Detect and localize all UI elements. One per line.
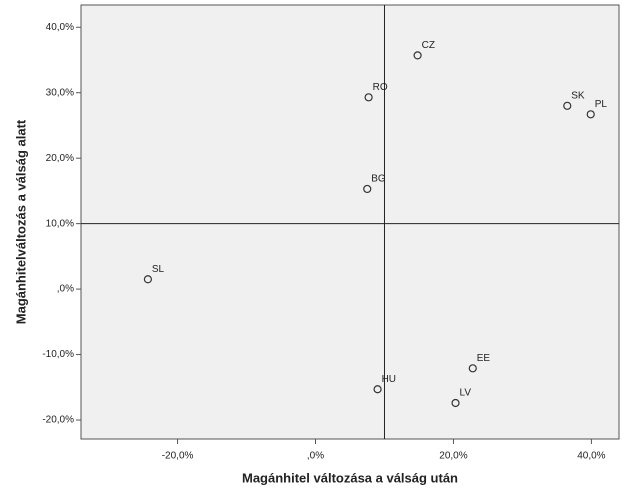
point-label: EE (477, 353, 491, 364)
point (373, 385, 382, 394)
y-tick-label: ,0% (57, 284, 74, 295)
point (451, 398, 460, 408)
x-tick-label: 40,0% (577, 451, 605, 462)
x-tick-label: 20,0% (439, 451, 467, 462)
y-tick-label: -10,0% (42, 349, 74, 360)
point (586, 110, 595, 119)
point-label: BG (371, 174, 386, 185)
point (413, 51, 422, 60)
point-label: SL (152, 264, 165, 275)
x-tick-label: ,0% (307, 451, 324, 462)
point (363, 184, 372, 194)
point (468, 364, 477, 373)
point (364, 93, 373, 102)
x-tick-label: -20,0% (162, 451, 194, 462)
point-label: CZ (422, 40, 435, 51)
point-label: LV (460, 388, 472, 399)
point (143, 275, 153, 284)
y-tick-label: 20,0% (46, 153, 74, 164)
point-label: RO (373, 82, 388, 93)
plot-area (80, 4, 620, 440)
y-tick-label: 10,0% (46, 218, 74, 229)
point-label: HU (382, 374, 396, 385)
x-axis-title: Magánhitel változása a válság után (242, 470, 458, 485)
y-tick-label: -20,0% (42, 415, 74, 426)
y-tick-label: 30,0% (46, 87, 74, 98)
point (563, 101, 572, 110)
point-label: SK (571, 90, 585, 101)
y-tick-label: 40,0% (46, 22, 74, 33)
y-axis-title: Magánhitelváltozás a válság alatt (13, 119, 28, 324)
point-label: PL (595, 99, 608, 110)
